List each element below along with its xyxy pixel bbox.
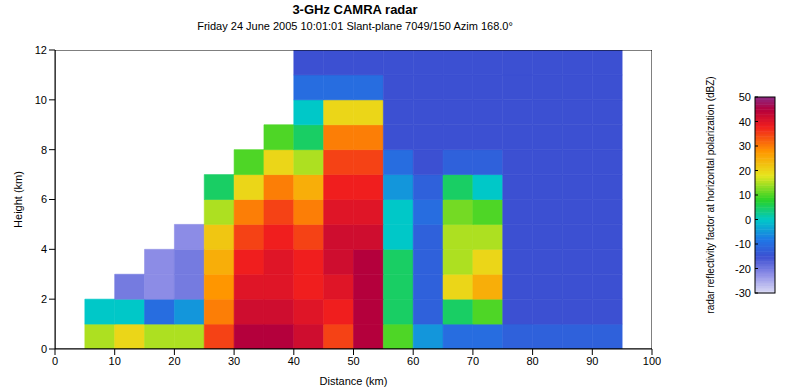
svg-text:Height (km): Height (km) [12,171,24,228]
svg-text:0: 0 [52,355,58,367]
svg-text:10: 10 [109,355,121,367]
svg-text:4: 4 [41,243,47,255]
svg-text:40: 40 [739,116,751,128]
svg-text:2: 2 [41,293,47,305]
svg-text:80: 80 [526,355,538,367]
svg-text:6: 6 [41,193,47,205]
svg-text:10: 10 [35,94,47,106]
svg-text:10: 10 [739,189,751,201]
svg-text:40: 40 [288,355,300,367]
svg-text:20: 20 [168,355,180,367]
html-text:Friday 24 June 2005 10:01:01 S: Friday 24 June 2005 10:01:01 Slant-plane… [197,20,513,32]
svg-text:90: 90 [586,355,598,367]
svg-text:50: 50 [347,355,359,367]
svg-text:radar reflectivity factor at h: radar reflectivity factor at horizontal … [705,76,716,313]
svg-text:8: 8 [41,144,47,156]
svg-text:60: 60 [407,355,419,367]
svg-text:-30: -30 [735,287,751,299]
svg-text:0: 0 [41,343,47,355]
svg-text:Distance (km): Distance (km) [320,375,388,387]
svg-text:70: 70 [467,355,479,367]
svg-text:12: 12 [35,44,47,56]
svg-text:-20: -20 [735,263,751,275]
svg-text:20: 20 [739,165,751,177]
html-text:3-GHz CAMRA radar: 3-GHz CAMRA radar [292,2,418,17]
svg-text:-10: -10 [735,238,751,250]
svg-text:30: 30 [228,355,240,367]
svg-text:0: 0 [745,214,751,226]
svg-text:50: 50 [739,91,751,103]
svg-text:100: 100 [643,355,661,367]
svg-text:30: 30 [739,140,751,152]
